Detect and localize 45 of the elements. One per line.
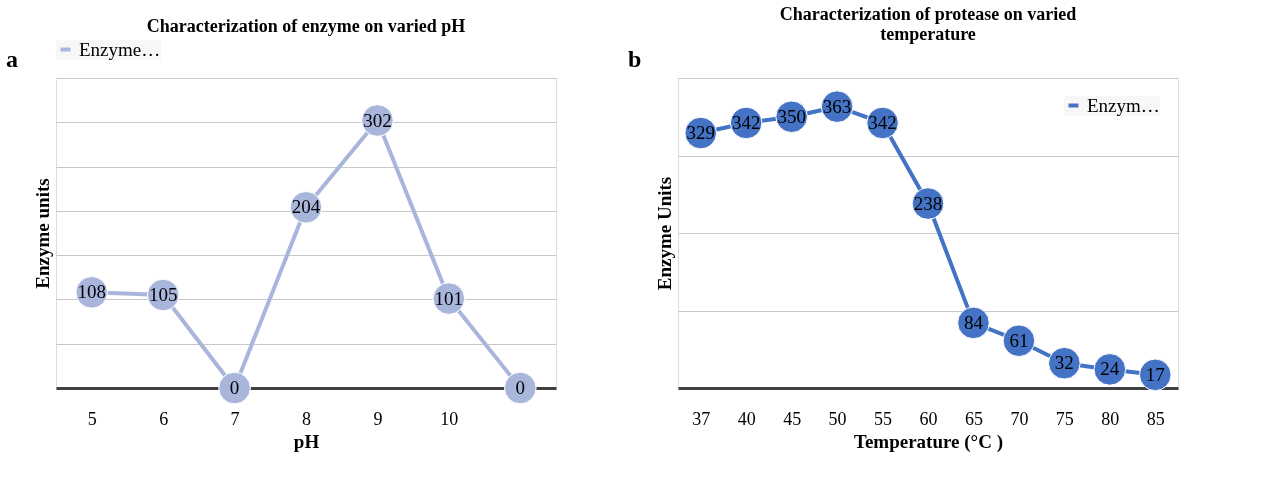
data-label: 17: [1145, 363, 1165, 385]
data-label: 329: [686, 122, 715, 144]
x-tick-label: 60: [919, 408, 938, 429]
x-tick-label: 55: [874, 408, 893, 429]
text: a: [6, 46, 18, 72]
data-label: 350: [777, 105, 806, 127]
data-label: 342: [731, 111, 761, 133]
x-axis-title: Temperature (°C ): [853, 430, 1004, 453]
data-label: 108: [77, 281, 106, 303]
data-label: 204: [291, 196, 321, 218]
x-tick-label: 75: [1055, 408, 1074, 429]
x-tick-label: 8: [302, 408, 311, 429]
x-tick-label: 70: [1010, 408, 1029, 429]
x-tick-label: 65: [964, 408, 983, 429]
x-tick-label: 6: [159, 408, 169, 429]
x-tick-label: 40: [737, 408, 756, 429]
x-tick-label: 50: [828, 408, 847, 429]
x-tick-label: 37: [692, 408, 711, 429]
chart-title: Characterization of protease on varied temperature: [779, 4, 1077, 44]
data-label: 84: [963, 311, 984, 333]
y-axis-title: Enzyme units: [31, 178, 53, 289]
data-label: 0: [515, 377, 526, 398]
data-label: 105: [148, 284, 178, 305]
x-tick-label: 10: [440, 408, 459, 429]
x-tick-label: 85: [1146, 408, 1165, 429]
chart-title: Characterization of enzyme on varied pH: [146, 16, 466, 36]
data-label: 61: [1009, 329, 1029, 351]
data-label: 32: [1054, 352, 1074, 374]
data-label: 302: [363, 109, 392, 131]
x-axis-title: pH: [293, 430, 320, 452]
data-label: 101: [434, 287, 464, 309]
data-label: 24: [1100, 358, 1120, 380]
x-tick-label: 7: [230, 408, 240, 429]
data-label: 238: [913, 192, 943, 214]
data-label: 0: [229, 377, 240, 398]
x-tick-label: 45: [783, 408, 802, 429]
legend-label: Enzym…: [1087, 94, 1160, 116]
x-tick-label: 80: [1101, 408, 1120, 429]
data-label: 342: [868, 111, 897, 133]
data-label: 363: [822, 95, 852, 117]
text: b: [628, 46, 642, 72]
x-tick-label: 5: [87, 408, 97, 429]
y-axis-title: Enzyme Units: [653, 176, 675, 291]
legend-label: Enzyme…: [79, 38, 161, 60]
x-tick-label: 9: [373, 408, 383, 429]
